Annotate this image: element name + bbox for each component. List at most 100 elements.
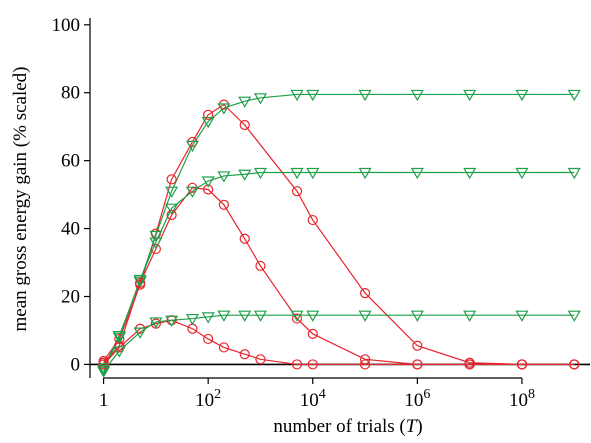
data-point-triangle xyxy=(149,317,163,329)
x-tick-label: 1 xyxy=(99,390,109,411)
x-axis-title-symbol: T xyxy=(406,416,418,437)
data-point-triangle xyxy=(253,167,268,180)
data-point-circle xyxy=(569,359,580,370)
series-lines xyxy=(103,93,575,372)
data-point-triangle xyxy=(133,276,147,288)
series-line-red xyxy=(103,103,575,366)
data-point-triangle xyxy=(201,116,215,129)
series-markers xyxy=(97,89,581,378)
x-axis-title: number of trials (T) xyxy=(273,416,422,437)
axes: 0 20 40 60 80 100 1 102 104 106 108 xyxy=(52,15,590,411)
data-point-triangle xyxy=(165,186,179,198)
data-point-triangle xyxy=(112,330,126,343)
data-point-circle xyxy=(255,354,266,365)
data-point-triangle xyxy=(238,96,252,108)
data-point-triangle xyxy=(201,176,215,188)
data-point-triangle xyxy=(306,89,320,102)
data-point-triangle xyxy=(515,310,529,322)
y-tick-label: 20 xyxy=(61,286,80,307)
data-point-circle xyxy=(218,342,230,353)
data-point-triangle xyxy=(112,346,126,358)
data-point-triangle xyxy=(358,89,372,102)
x-axis-title-suffix: ) xyxy=(416,416,422,437)
data-point-triangle xyxy=(201,312,215,324)
series-line-red xyxy=(103,319,575,366)
data-point-triangle xyxy=(165,315,179,327)
data-point-triangle xyxy=(306,310,320,322)
data-point-triangle xyxy=(238,169,252,181)
data-point-triangle xyxy=(410,167,424,180)
data-point-circle xyxy=(291,186,303,197)
y-tick-label: 40 xyxy=(61,219,80,240)
data-point-circle xyxy=(412,359,423,370)
data-point-circle xyxy=(516,359,528,370)
data-point-triangle xyxy=(567,310,581,322)
data-point-circle xyxy=(464,359,475,370)
data-point-triangle xyxy=(306,167,320,180)
data-point-triangle xyxy=(217,310,231,322)
data-point-triangle xyxy=(290,89,304,102)
data-point-triangle xyxy=(358,167,372,180)
data-point-triangle xyxy=(567,89,581,102)
y-tick-label: 60 xyxy=(61,151,80,172)
data-point-circle xyxy=(239,233,250,244)
x-axis-title-prefix: number of trials ( xyxy=(273,416,405,437)
data-point-triangle xyxy=(185,140,199,153)
data-point-triangle xyxy=(463,89,477,102)
data-point-triangle xyxy=(217,171,231,183)
series-line-green xyxy=(103,93,575,369)
data-point-triangle xyxy=(515,167,529,180)
data-point-circle xyxy=(307,359,318,370)
data-point-triangle xyxy=(149,237,163,249)
data-point-triangle xyxy=(97,366,111,378)
x-tick-label: 102 xyxy=(195,387,221,411)
data-point-circle xyxy=(307,328,318,339)
data-point-triangle xyxy=(133,274,147,287)
data-point-circle xyxy=(218,199,230,210)
data-point-triangle xyxy=(185,186,199,198)
y-axis-title: mean gross energy gain (% scaled) xyxy=(10,66,31,331)
y-tick-label: 80 xyxy=(61,83,80,104)
data-point-circle xyxy=(98,359,109,370)
data-point-circle xyxy=(359,359,371,370)
data-point-circle xyxy=(150,243,161,255)
x-tick-label: 108 xyxy=(509,387,535,411)
data-point-circle xyxy=(135,277,146,289)
data-point-triangle xyxy=(253,93,268,105)
y-tick-label: 0 xyxy=(71,354,81,375)
data-point-circle xyxy=(412,340,423,351)
data-point-triangle xyxy=(410,89,424,102)
data-point-triangle xyxy=(253,310,268,322)
data-point-triangle xyxy=(217,103,231,115)
data-point-triangle xyxy=(112,332,126,344)
data-point-triangle xyxy=(515,89,529,102)
data-point-circle xyxy=(255,260,266,272)
data-point-circle xyxy=(203,333,214,345)
x-tick-label: 104 xyxy=(300,387,326,411)
data-point-triangle xyxy=(567,167,581,180)
data-point-circle xyxy=(291,359,303,370)
data-point-triangle xyxy=(463,310,477,322)
data-point-circle xyxy=(166,174,177,185)
data-point-triangle xyxy=(410,310,424,322)
data-point-triangle xyxy=(149,230,163,243)
data-point-circle xyxy=(203,184,214,195)
data-point-triangle xyxy=(238,310,252,322)
data-point-circle xyxy=(239,349,250,360)
data-point-triangle xyxy=(185,313,199,326)
series-line-red xyxy=(103,187,575,366)
series-line-green xyxy=(103,314,575,372)
data-point-circle xyxy=(307,214,318,226)
x-tick-label: 106 xyxy=(404,387,430,411)
y-tick-label: 100 xyxy=(52,15,81,36)
data-point-circle xyxy=(166,209,177,221)
data-point-circle xyxy=(291,313,303,324)
data-point-triangle xyxy=(290,167,304,180)
data-point-triangle xyxy=(165,203,179,215)
series-line-green xyxy=(103,171,575,370)
data-point-circle xyxy=(203,109,214,120)
data-point-triangle xyxy=(463,167,477,180)
data-point-circle xyxy=(359,287,371,299)
data-point-triangle xyxy=(290,310,304,322)
